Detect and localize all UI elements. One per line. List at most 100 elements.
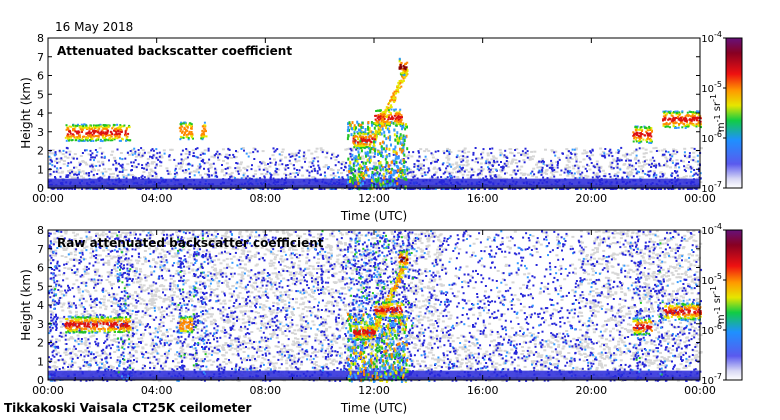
cloud-pixel xyxy=(675,121,678,124)
noise-speckle xyxy=(107,168,111,171)
cloud-pixel xyxy=(391,98,394,101)
signal-speckle xyxy=(140,147,143,150)
signal-speckle xyxy=(143,176,146,179)
precip-pixel xyxy=(395,152,398,156)
precip-pixel xyxy=(402,144,405,148)
signal-speckle xyxy=(63,187,66,190)
cloud-pixel xyxy=(373,134,376,137)
precip-pixel xyxy=(364,128,367,131)
signal-speckle xyxy=(648,175,651,178)
cloud-pixel xyxy=(118,136,121,139)
signal-speckle xyxy=(174,175,177,178)
signal-speckle xyxy=(496,160,499,163)
signal-speckle xyxy=(109,187,112,190)
cloud-pixel xyxy=(385,106,388,109)
signal-speckle xyxy=(272,177,275,180)
signal-speckle xyxy=(596,163,599,166)
cloud-pixel xyxy=(190,131,193,133)
cloud-pixel xyxy=(120,139,122,142)
signal-speckle xyxy=(604,156,607,159)
precip-pixel xyxy=(357,137,360,141)
cloud-pixel xyxy=(101,129,104,132)
signal-speckle xyxy=(616,159,619,162)
signal-speckle xyxy=(661,175,664,178)
noise-speckle xyxy=(545,172,548,175)
noise-speckle xyxy=(297,172,300,174)
signal-speckle xyxy=(199,165,202,168)
noise-speckle xyxy=(332,155,336,158)
cloud-pixel xyxy=(662,110,665,113)
cloud-pixel xyxy=(116,137,119,140)
signal-speckle xyxy=(553,169,556,171)
cloud-pixel xyxy=(114,135,117,138)
precip-pixel xyxy=(403,160,406,164)
noise-speckle xyxy=(200,151,204,154)
signal-speckle xyxy=(472,187,475,190)
signal-speckle xyxy=(330,157,333,160)
signal-speckle xyxy=(404,176,407,178)
precip-pixel xyxy=(383,130,386,134)
precip-pixel xyxy=(401,168,404,172)
cloud-pixel xyxy=(97,124,100,127)
signal-speckle xyxy=(344,165,346,168)
noise-speckle xyxy=(420,172,424,175)
signal-speckle xyxy=(686,188,689,190)
precip-pixel xyxy=(371,123,373,127)
cloud-pixel xyxy=(64,136,67,139)
signal-speckle xyxy=(185,148,188,150)
precip-pixel xyxy=(366,158,369,162)
noise-speckle xyxy=(283,172,287,175)
noise-speckle xyxy=(455,161,459,164)
signal-speckle xyxy=(65,174,68,177)
noise-speckle xyxy=(544,164,548,166)
signal-speckle xyxy=(112,188,115,190)
noise-speckle xyxy=(91,168,95,170)
signal-speckle xyxy=(450,187,453,190)
signal-speckle xyxy=(199,153,202,156)
signal-speckle xyxy=(674,170,676,173)
signal-speckle xyxy=(563,171,566,174)
precip-pixel xyxy=(385,163,388,167)
cloud-pixel xyxy=(105,126,108,129)
cloud-pixel xyxy=(353,131,356,134)
signal-speckle xyxy=(285,174,287,177)
precip-pixel xyxy=(357,173,360,177)
noise-speckle xyxy=(520,165,524,168)
noise-speckle xyxy=(224,279,228,282)
cloud-pixel xyxy=(639,135,642,138)
cloud-pixel xyxy=(397,89,400,92)
signal-speckle xyxy=(460,167,463,170)
noise-speckle xyxy=(83,187,87,190)
signal-speckle xyxy=(247,155,250,158)
noise-speckle xyxy=(637,165,641,168)
signal-speckle xyxy=(412,187,415,190)
signal-speckle xyxy=(671,155,674,158)
signal-speckle xyxy=(353,161,356,164)
signal-speckle xyxy=(124,187,127,190)
signal-speckle xyxy=(462,166,464,169)
precip-pixel xyxy=(381,140,384,144)
cloud-pixel xyxy=(400,67,403,70)
cloud-pixel xyxy=(190,136,193,139)
cloud-pixel xyxy=(74,130,77,133)
cloud-pixel xyxy=(649,129,652,131)
signal-speckle xyxy=(215,152,218,155)
noise-speckle xyxy=(614,173,618,175)
signal-speckle xyxy=(456,170,459,173)
signal-speckle xyxy=(118,170,121,173)
signal-speckle xyxy=(224,168,227,170)
precip-pixel xyxy=(367,125,369,129)
signal-speckle xyxy=(207,149,210,152)
precip-pixel xyxy=(387,127,390,131)
noise-speckle xyxy=(109,173,113,176)
precip-pixel xyxy=(362,182,364,186)
noise-speckle xyxy=(669,155,673,158)
noise-speckle xyxy=(629,173,633,176)
signal-speckle xyxy=(280,188,283,190)
cloud-pixel xyxy=(674,127,677,129)
cloud-pixel xyxy=(369,145,371,148)
signal-speckle xyxy=(67,174,70,177)
cloud-pixel xyxy=(75,130,78,133)
signal-speckle xyxy=(601,154,604,157)
signal-speckle xyxy=(236,188,239,190)
